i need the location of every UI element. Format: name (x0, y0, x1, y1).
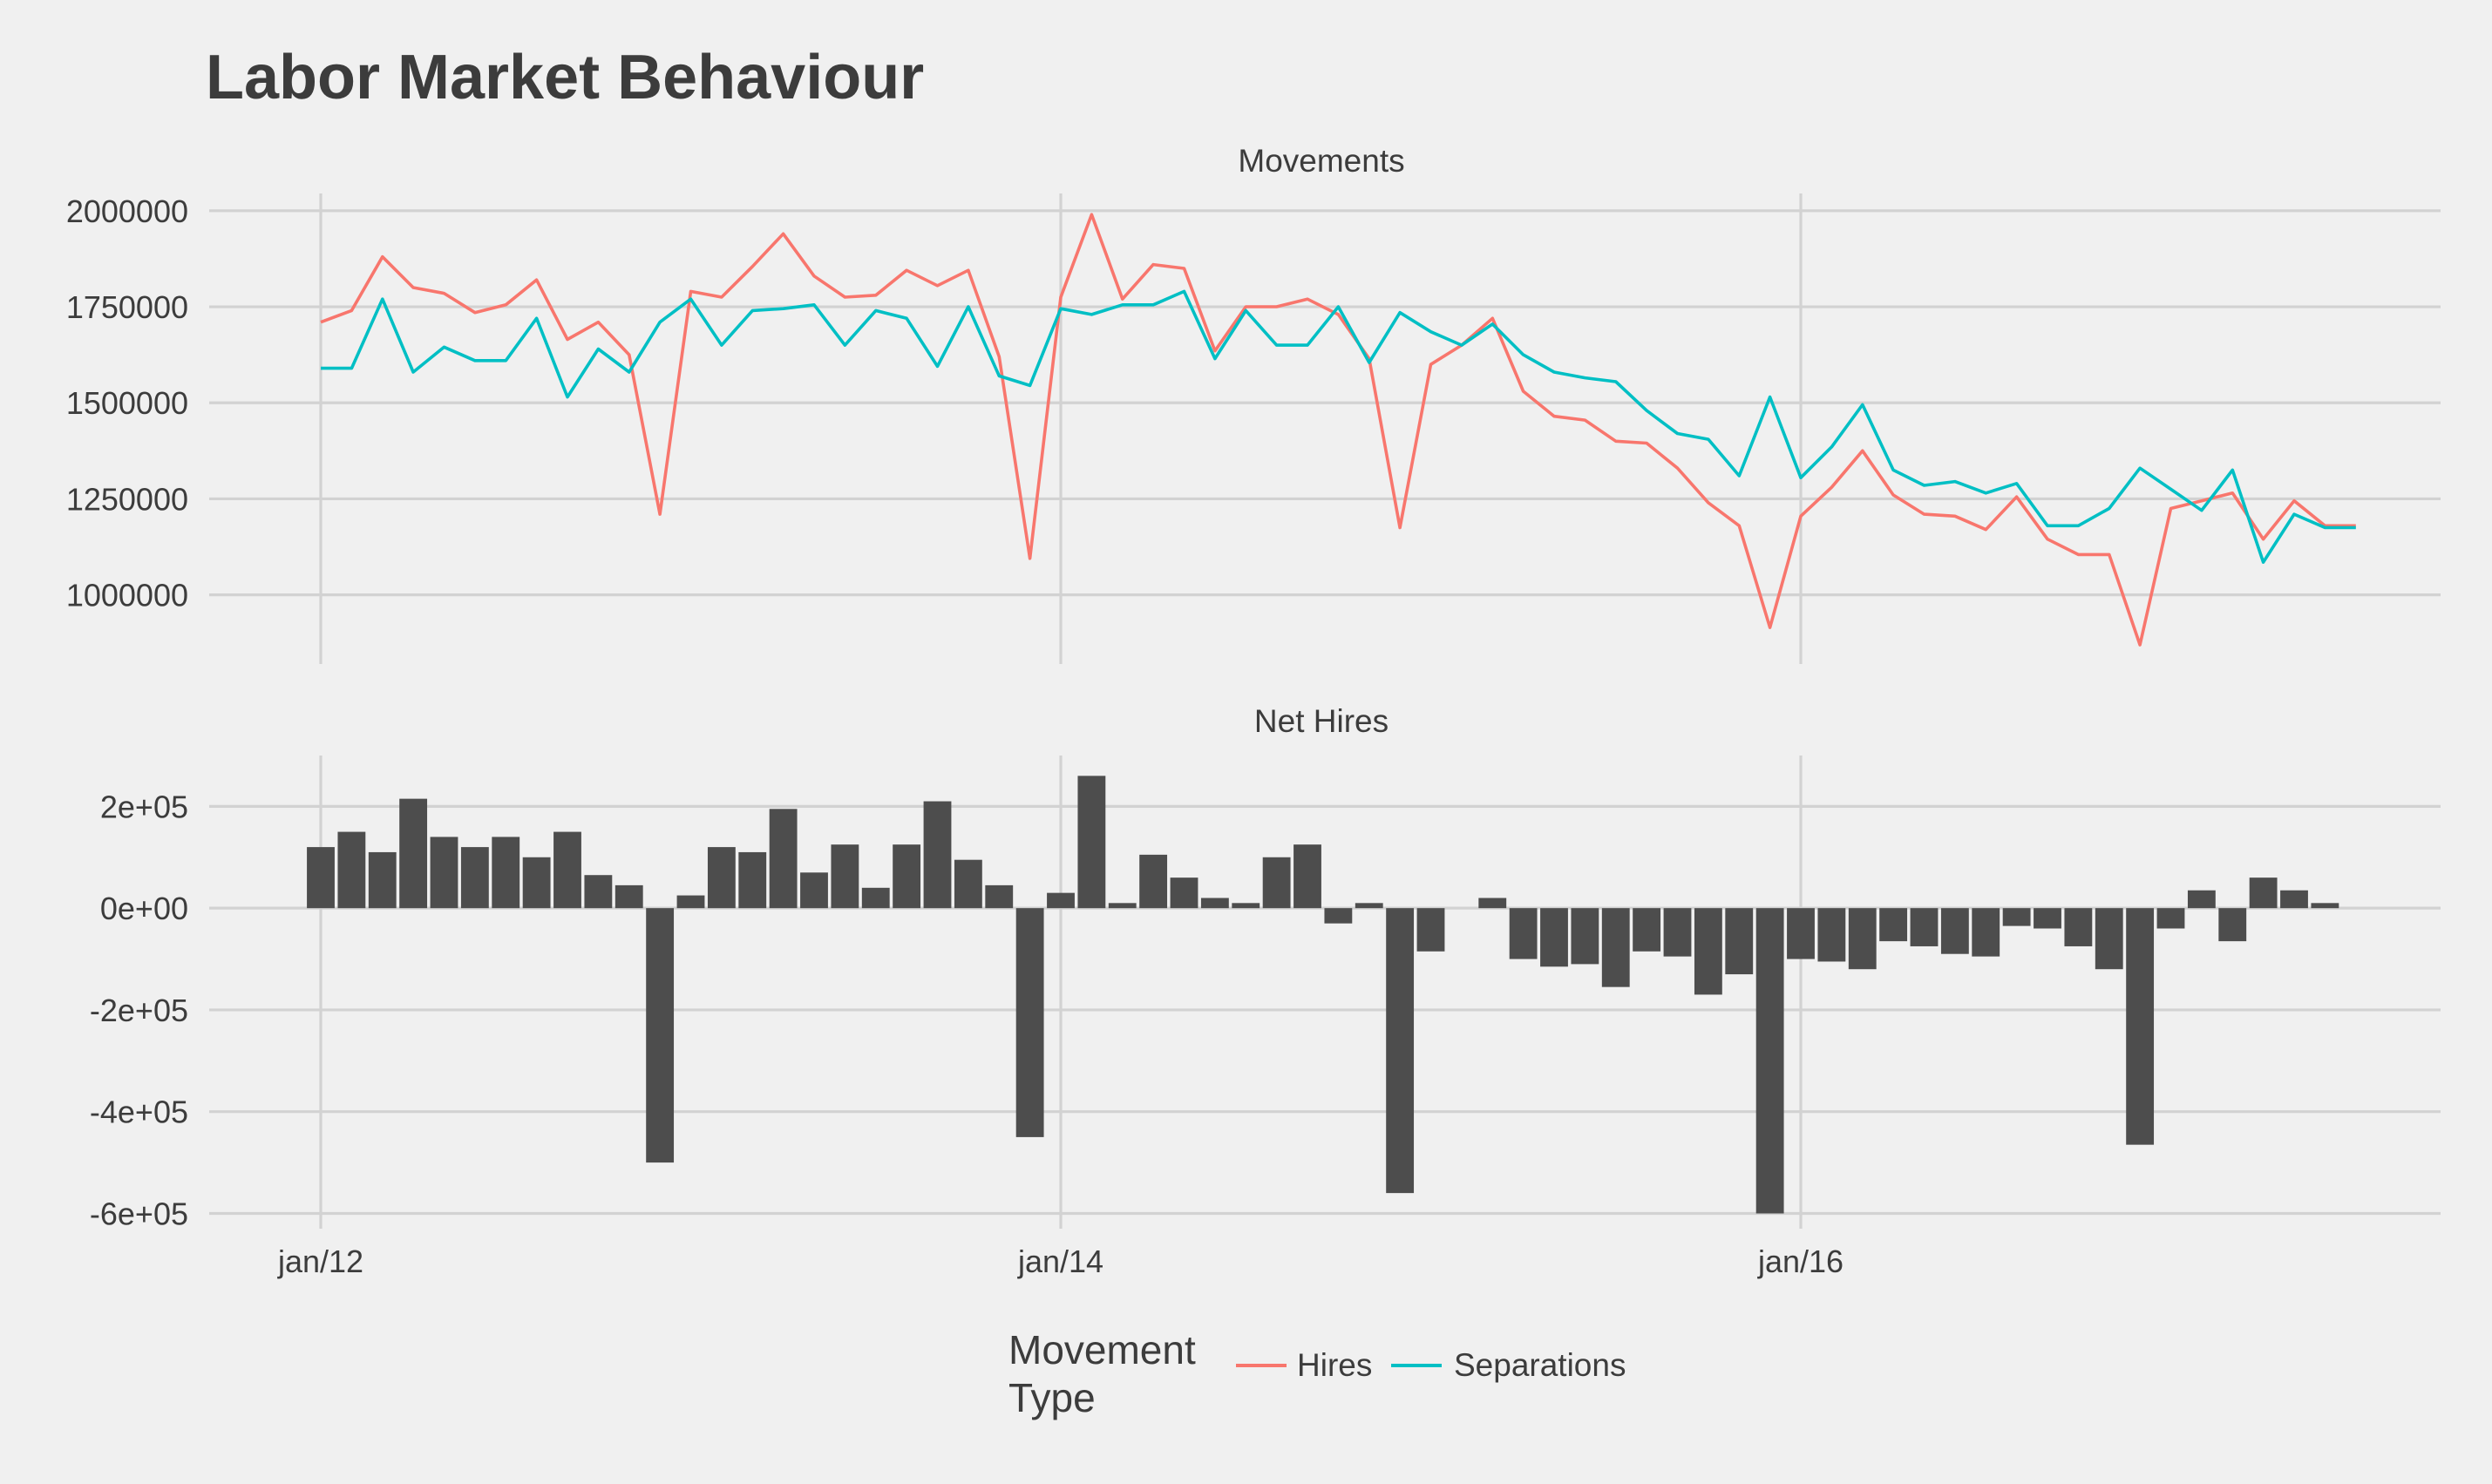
movements-lines (320, 213, 2356, 647)
net-hires-bar (738, 851, 767, 909)
net-hires-bar (2187, 890, 2216, 909)
net-hires-bar (1077, 776, 1106, 909)
net-hires-bar (2095, 908, 2123, 970)
net-hires-bar (584, 875, 613, 909)
net-hires-y-tick-label: -6e+05 (90, 1196, 188, 1231)
legend-title-line2: Type (1008, 1375, 1096, 1420)
movements-y-tick-label: 1000000 (66, 578, 188, 613)
x-tick-label: jan/14 (1017, 1243, 1103, 1279)
net-hires-bar (2280, 890, 2308, 909)
movements-y-tick-label: 2000000 (66, 193, 188, 229)
net-hires-bar (1015, 908, 1044, 1137)
net-hires-bar (615, 884, 643, 909)
legend-label-hires: Hires (1297, 1347, 1372, 1383)
net-hires-bar (2126, 908, 2155, 1145)
net-hires-bar (2311, 903, 2339, 909)
net-hires-bar (1633, 908, 1661, 952)
net-hires-bar (2002, 908, 2031, 926)
net-hires-bar (1047, 892, 1075, 909)
movements-grid (209, 193, 2441, 664)
series-line-separations (321, 289, 2356, 565)
net-hires-bar (831, 844, 859, 909)
net-hires-y-tick-labels: -6e+05 -4e+05 -2e+05 0e+00 2e+05 (90, 789, 188, 1231)
net-hires-bar (2064, 908, 2093, 946)
net-hires-bar (893, 844, 921, 909)
net-hires-bar (1848, 908, 1877, 970)
net-hires-bar (1817, 908, 1846, 962)
movements-y-tick-labels: 1000000 1250000 1500000 1750000 2000000 (66, 193, 188, 613)
net-hires-bar (1294, 844, 1321, 909)
net-hires-bar (676, 895, 705, 909)
chart-title: Labor Market Behaviour (206, 43, 924, 112)
net-hires-bar (368, 851, 397, 909)
net-hires-bar (1509, 908, 1538, 959)
net-hires-bar (399, 798, 428, 909)
net-hires-y-tick-label: 2e+05 (100, 789, 188, 824)
movements-y-tick-label: 1750000 (66, 289, 188, 325)
net-hires-bar (553, 831, 581, 909)
net-hires-bar (337, 831, 366, 909)
net-hires-bar (430, 837, 458, 909)
net-hires-bar (923, 801, 952, 909)
net-hires-bar (1324, 908, 1353, 924)
net-hires-y-tick-label: -2e+05 (90, 993, 188, 1028)
net-hires-bar (307, 847, 335, 909)
net-hires-bar (1416, 908, 1445, 952)
x-tick-label: jan/12 (277, 1243, 363, 1279)
net-hires-bar (1755, 908, 1784, 1214)
net-hires-bar (1540, 908, 1568, 967)
x-tick-labels: jan/12 jan/14 jan/16 (277, 1243, 1844, 1279)
net-hires-bar (800, 872, 828, 909)
series-line-hires (320, 213, 2356, 647)
net-hires-bar (1478, 898, 1507, 909)
net-hires-bar (1139, 854, 1168, 909)
net-hires-bar (1200, 898, 1229, 909)
net-hires-bar (2156, 908, 2185, 929)
net-hires-bar (1940, 908, 1969, 954)
movements-y-tick-label: 1500000 (66, 385, 188, 421)
net-hires-bar (1262, 857, 1291, 909)
legend: Movement Type Hires Separations (1008, 1327, 1626, 1420)
panel-label-movements: Movements (1238, 143, 1404, 179)
net-hires-y-tick-label: -4e+05 (90, 1094, 188, 1130)
net-hires-bar (1972, 908, 2000, 957)
net-hires-bar (1694, 908, 1722, 995)
movements-y-tick-label: 1250000 (66, 481, 188, 517)
net-hires-bar (646, 908, 675, 1163)
net-hires-bar (460, 847, 489, 909)
net-hires-bar (2218, 908, 2247, 942)
net-hires-bar (1879, 908, 1908, 942)
net-hires-bar (2249, 878, 2278, 909)
net-hires-bar (1232, 903, 1260, 909)
net-hires-bar (1725, 908, 1754, 975)
net-hires-bars (307, 776, 2339, 1214)
net-hires-bar (1663, 908, 1692, 957)
net-hires-bar (769, 809, 798, 909)
net-hires-bar (492, 837, 520, 909)
net-hires-bar (1355, 903, 1383, 909)
net-hires-bar (954, 859, 982, 909)
net-hires-bar (1386, 908, 1415, 1194)
net-hires-bar (861, 887, 890, 909)
legend-label-separations: Separations (1454, 1347, 1626, 1383)
x-tick-label: jan/16 (1757, 1243, 1844, 1279)
net-hires-bar (1170, 878, 1198, 909)
panel-label-net-hires: Net Hires (1254, 703, 1389, 739)
net-hires-bar (707, 847, 736, 909)
net-hires-bar (522, 857, 551, 909)
legend-title-line1: Movement (1008, 1327, 1196, 1372)
net-hires-bar (2034, 908, 2061, 929)
net-hires-bar (1910, 908, 1939, 946)
net-hires-bar (1108, 903, 1137, 909)
net-hires-bar (1601, 908, 1630, 987)
net-hires-bar (1787, 908, 1815, 959)
net-hires-y-tick-label: 0e+00 (100, 891, 188, 926)
net-hires-bar (1571, 908, 1599, 965)
net-hires-bar (985, 884, 1014, 909)
